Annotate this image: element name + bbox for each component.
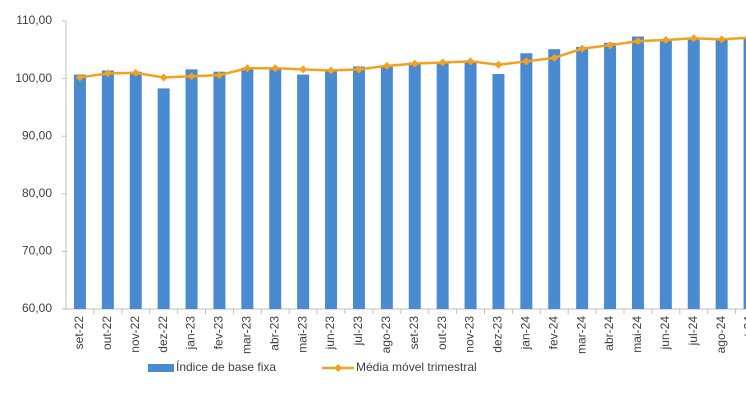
line-marker — [354, 65, 363, 74]
x-tick-label: out-22 — [100, 316, 114, 350]
line-marker — [717, 35, 726, 44]
x-tick-label: mai-23 — [295, 316, 309, 353]
x-tick-label: jul-23 — [351, 316, 365, 347]
bar — [129, 71, 142, 309]
bar — [743, 38, 746, 310]
legend-swatch — [148, 364, 174, 372]
x-tick-label: mai-24 — [630, 316, 644, 353]
bar — [687, 37, 700, 309]
y-tick-label: 110,00 — [16, 13, 52, 27]
bar — [185, 69, 198, 309]
x-tick-label: jan-23 — [184, 316, 198, 351]
x-tick-label: mar-24 — [574, 316, 588, 354]
bar — [380, 65, 393, 310]
x-tick-label: nov-22 — [128, 316, 142, 353]
line-marker — [438, 58, 447, 67]
line-marker — [215, 71, 224, 80]
line-marker — [633, 37, 642, 46]
line-marker — [271, 64, 280, 73]
y-tick-label: 70,00 — [22, 244, 52, 258]
x-tick-label: set-24 — [742, 316, 746, 350]
line-marker — [187, 72, 196, 81]
bar — [73, 74, 86, 310]
bar — [492, 73, 505, 309]
line-marker — [382, 61, 391, 70]
x-tick-label: jul-24 — [686, 316, 700, 347]
x-tick-label: dez-22 — [156, 316, 170, 353]
y-tick-label: 80,00 — [22, 186, 52, 200]
x-tick-label: out-23 — [435, 316, 449, 350]
line-marker — [661, 36, 670, 45]
x-tick-label: ago-24 — [714, 316, 728, 354]
bar — [548, 49, 561, 309]
x-tick-label: dez-23 — [491, 316, 505, 353]
line-marker — [410, 59, 419, 68]
line-marker — [494, 60, 503, 69]
line-marker — [327, 66, 336, 75]
y-tick-label: 60,00 — [22, 301, 52, 315]
bar — [213, 71, 226, 309]
x-tick-label: nov-23 — [463, 316, 477, 353]
y-tick-label: 100,00 — [15, 71, 52, 85]
line-marker — [606, 41, 615, 50]
bar — [325, 69, 338, 309]
line-marker — [578, 44, 587, 53]
bar — [297, 74, 310, 310]
line-marker — [75, 73, 84, 82]
line-marker — [159, 73, 168, 82]
x-tick-label: jun-23 — [323, 316, 337, 351]
x-tick-label: set-22 — [72, 316, 86, 350]
x-tick-label: fev-24 — [546, 316, 560, 350]
line-marker — [689, 34, 698, 43]
line-marker — [299, 65, 308, 74]
line-marker — [103, 69, 112, 78]
x-tick-label: abr-24 — [602, 316, 616, 351]
line-marker — [131, 68, 140, 77]
x-tick-label: abr-23 — [267, 316, 281, 351]
legend-label: Índice de base fixa — [176, 359, 276, 374]
x-tick-label: jan-24 — [519, 316, 533, 351]
bar — [352, 66, 365, 309]
x-tick-label: ago-23 — [379, 316, 393, 354]
x-tick-label: jun-24 — [658, 316, 672, 351]
bar — [464, 60, 477, 309]
x-tick-label: mar-23 — [240, 316, 254, 354]
bar — [715, 38, 728, 310]
legend-label: Média móvel trimestral — [356, 360, 477, 374]
bar — [520, 53, 533, 310]
line-marker — [550, 53, 559, 62]
bar — [269, 68, 282, 309]
x-tick-label: set-23 — [407, 316, 421, 350]
bar — [436, 61, 449, 310]
x-tick-label: fev-23 — [212, 316, 226, 350]
line-marker — [466, 57, 475, 66]
line-marker — [243, 64, 252, 73]
bar — [576, 46, 589, 310]
bar — [241, 67, 254, 309]
bar — [659, 40, 672, 310]
bar — [101, 70, 114, 309]
y-tick-label: 90,00 — [22, 128, 52, 142]
bar — [157, 88, 170, 309]
line-marker — [522, 57, 531, 66]
bar — [408, 62, 421, 309]
legend-swatch-marker — [334, 364, 342, 372]
bar — [604, 42, 617, 309]
bar — [631, 36, 644, 309]
